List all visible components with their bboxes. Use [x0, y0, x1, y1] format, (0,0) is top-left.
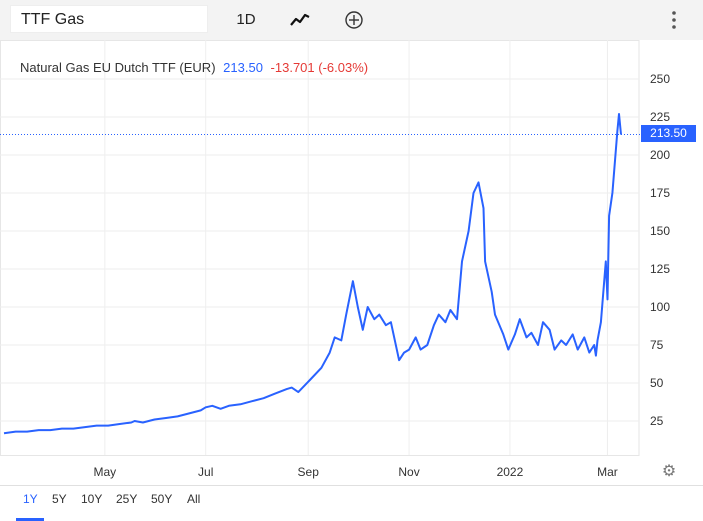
legend-change: -13.701 (-6.03%)	[270, 60, 369, 75]
range-1y[interactable]: 1Y	[23, 492, 38, 506]
add-circle-icon	[345, 11, 363, 29]
y-tick-label: 50	[650, 376, 664, 390]
range-25y[interactable]: 25Y	[116, 492, 138, 506]
compare-button[interactable]	[336, 5, 372, 35]
chart-legend: Natural Gas EU Dutch TTF (EUR) 213.50 -1…	[20, 60, 368, 75]
x-tick-label: Jul	[198, 465, 213, 479]
more-vertical-icon	[672, 11, 676, 29]
y-tick-label: 150	[650, 224, 670, 238]
range-10y[interactable]: 10Y	[81, 492, 103, 506]
price-chart[interactable]: 25 50 75 100 125 150 175 200 225 250 May Jul Sep Nov…	[0, 40, 703, 485]
y-tick-label: 200	[650, 148, 670, 162]
x-tick-label: May	[94, 465, 117, 479]
last-price-tag: 213.50	[641, 125, 696, 142]
legend-last-price: 213.50	[223, 60, 263, 75]
line-chart-icon	[290, 13, 310, 26]
x-tick-label: Nov	[398, 465, 419, 479]
x-tick-label: Sep	[298, 465, 320, 479]
symbol-search-input[interactable]: TTF Gas	[10, 5, 208, 33]
y-tick-label: 125	[650, 262, 670, 276]
y-tick-label: 250	[650, 72, 670, 86]
x-tick-label: Mar	[597, 465, 618, 479]
y-tick-label: 225	[650, 110, 670, 124]
y-tick-label: 75	[650, 338, 664, 352]
range-selector: 1Y 5Y 10Y 25Y 50Y All	[0, 485, 703, 521]
legend-name: Natural Gas EU Dutch TTF (EUR)	[20, 60, 216, 75]
toolbar: TTF Gas 1D	[0, 0, 703, 40]
x-tick-label: 2022	[497, 465, 524, 479]
more-menu-button[interactable]	[662, 5, 686, 35]
y-tick-label: 175	[650, 186, 670, 200]
gear-icon[interactable]: ⚙	[661, 463, 677, 480]
interval-button[interactable]: 1D	[236, 11, 256, 28]
y-tick-label: 25	[650, 414, 664, 428]
range-50y[interactable]: 50Y	[151, 492, 173, 506]
price-line	[3, 113, 622, 435]
grid-lines	[0, 40, 640, 456]
y-tick-label: 100	[650, 300, 670, 314]
y-axis: 25 50 75 100 125 150 175 200 225 250	[650, 72, 670, 428]
plot-frame	[0, 40, 640, 456]
x-axis: May Jul Sep Nov 2022 Mar	[94, 465, 618, 479]
range-all[interactable]: All	[187, 492, 201, 506]
range-5y[interactable]: 5Y	[52, 492, 67, 506]
chart-type-button[interactable]	[282, 5, 318, 35]
